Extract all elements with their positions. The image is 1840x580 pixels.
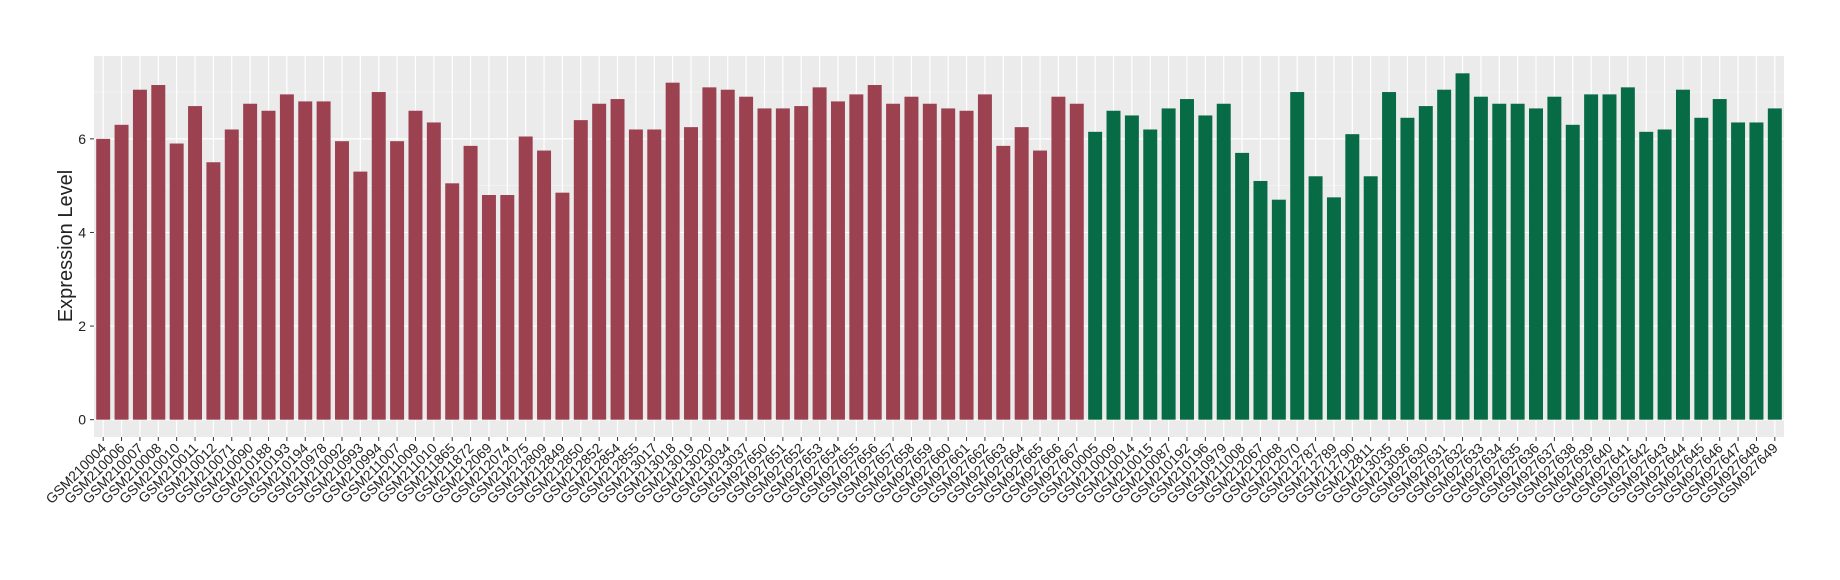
bar: [463, 145, 478, 420]
bar: [1602, 94, 1617, 420]
bar: [610, 99, 625, 420]
bar: [1271, 199, 1286, 420]
bar: [151, 85, 166, 420]
bar: [1749, 122, 1764, 420]
bar: [390, 141, 405, 420]
bar: [592, 103, 607, 420]
bar: [904, 96, 919, 420]
bar: [1124, 115, 1139, 420]
bar: [739, 96, 754, 420]
bar: [114, 124, 129, 420]
y-tick-label: 2: [78, 318, 86, 334]
bar: [445, 183, 460, 420]
bar: [1069, 103, 1084, 420]
bar: [1473, 96, 1488, 420]
bar: [1161, 108, 1176, 420]
bar: [1308, 176, 1323, 420]
bar: [1180, 99, 1194, 420]
bar: [775, 108, 790, 420]
bar: [720, 89, 735, 420]
y-tick-label: 4: [78, 224, 86, 240]
bar: [537, 150, 552, 420]
bar: [1106, 110, 1121, 420]
bar: [518, 136, 533, 420]
bar: [1235, 152, 1250, 420]
bar: [481, 195, 496, 420]
bar: [1051, 96, 1066, 420]
bar: [665, 82, 680, 420]
bar: [1290, 92, 1305, 420]
bar: [426, 122, 441, 420]
bar: [1437, 89, 1452, 420]
bar: [500, 195, 515, 420]
bar: [1529, 108, 1543, 420]
bar: [1584, 94, 1599, 420]
bar: [959, 110, 974, 420]
bar: [1345, 134, 1360, 420]
bar: [132, 89, 147, 420]
bar: [169, 143, 184, 420]
bar: [316, 101, 331, 420]
bar: [371, 92, 386, 420]
bar: [684, 127, 698, 420]
bar: [224, 129, 239, 420]
bar: [243, 103, 258, 420]
bar: [1510, 103, 1525, 420]
bar: [941, 108, 956, 420]
bar: [1216, 103, 1231, 420]
bar: [1547, 96, 1562, 420]
bar: [1363, 176, 1378, 420]
bar: [628, 129, 643, 420]
bar: [1382, 92, 1397, 420]
bar: [206, 162, 221, 420]
bar: [188, 106, 203, 420]
bar: [647, 129, 662, 420]
bar: [702, 87, 717, 420]
bar: [1198, 115, 1213, 420]
bar: [1455, 73, 1470, 420]
bar: [1712, 99, 1727, 420]
bar: [279, 94, 294, 420]
bar: [977, 94, 992, 420]
y-tick-label: 6: [78, 131, 86, 147]
bar: [886, 103, 901, 420]
bar: [1639, 131, 1654, 420]
bar: [1675, 89, 1690, 420]
bar: [353, 171, 368, 420]
bar: [1694, 117, 1709, 420]
bar: [757, 108, 772, 420]
bar: [1418, 106, 1433, 420]
bar: [849, 94, 864, 420]
bar: [298, 101, 313, 420]
bar: [96, 138, 111, 420]
bar: [830, 101, 845, 420]
bar: [922, 103, 937, 420]
bar: [1767, 108, 1782, 420]
y-tick-label: 0: [78, 412, 86, 428]
bar: [1565, 124, 1580, 420]
bar: [335, 141, 349, 420]
bar: [1088, 131, 1103, 420]
bar: [1033, 150, 1048, 420]
bar: [867, 85, 882, 420]
bar: [261, 110, 276, 420]
y-axis-label: Expression Level: [55, 170, 77, 322]
bar: [996, 145, 1011, 420]
bar: [555, 192, 570, 420]
bar: [1326, 197, 1341, 420]
bar: [1143, 129, 1158, 420]
bar: [812, 87, 827, 420]
bar: [1731, 122, 1746, 420]
bar: [573, 120, 588, 420]
bar: [408, 110, 423, 420]
bar: [1014, 127, 1029, 420]
bar: [1620, 87, 1635, 420]
bar: [1657, 129, 1672, 420]
bar: [1400, 117, 1415, 420]
bar: [794, 106, 809, 420]
bar: [1492, 103, 1507, 420]
bar: [1253, 180, 1268, 420]
